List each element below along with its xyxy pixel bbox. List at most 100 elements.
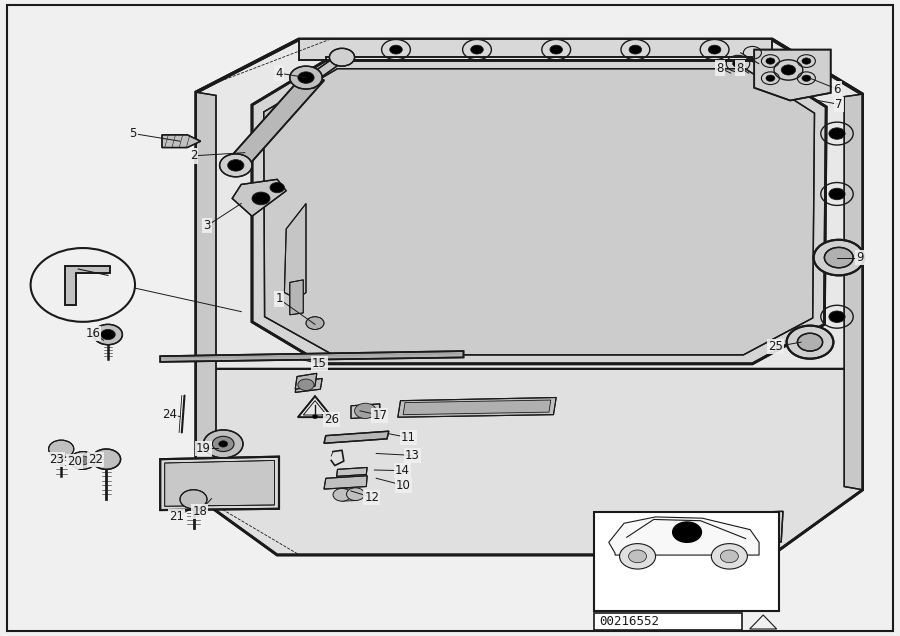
Circle shape: [629, 45, 642, 54]
Polygon shape: [337, 467, 367, 476]
Circle shape: [781, 65, 796, 75]
Circle shape: [306, 317, 324, 329]
Circle shape: [802, 58, 811, 64]
Bar: [229, 466, 239, 501]
Circle shape: [550, 45, 562, 54]
Circle shape: [720, 550, 738, 563]
Polygon shape: [232, 179, 286, 216]
Polygon shape: [608, 517, 759, 555]
Text: 18: 18: [193, 505, 207, 518]
Polygon shape: [162, 135, 201, 148]
Polygon shape: [290, 280, 303, 315]
Circle shape: [219, 441, 228, 447]
Text: 24: 24: [162, 408, 176, 420]
Polygon shape: [324, 476, 367, 489]
Text: 13: 13: [405, 449, 419, 462]
Text: 3: 3: [203, 219, 211, 232]
Circle shape: [802, 75, 811, 81]
Polygon shape: [160, 351, 464, 362]
Circle shape: [312, 415, 318, 418]
Text: 17: 17: [373, 409, 387, 422]
Text: 6: 6: [833, 83, 841, 95]
Circle shape: [333, 488, 351, 501]
Bar: [247, 466, 257, 501]
Polygon shape: [165, 460, 274, 506]
Polygon shape: [324, 431, 389, 443]
Text: 8: 8: [736, 62, 743, 74]
Polygon shape: [299, 39, 772, 60]
Polygon shape: [196, 39, 862, 555]
Text: 2: 2: [190, 149, 197, 162]
Polygon shape: [844, 94, 862, 490]
Polygon shape: [65, 266, 110, 305]
Bar: [193, 466, 203, 501]
Bar: [594, 613, 742, 630]
Bar: [175, 466, 185, 501]
Circle shape: [101, 329, 115, 340]
Circle shape: [829, 188, 845, 200]
Text: 8: 8: [716, 62, 724, 74]
Circle shape: [180, 490, 207, 509]
Polygon shape: [351, 404, 380, 418]
Circle shape: [94, 324, 122, 345]
Text: 19: 19: [196, 442, 211, 455]
Polygon shape: [754, 50, 831, 100]
Text: 11: 11: [401, 431, 416, 444]
Text: 9: 9: [857, 251, 864, 264]
Circle shape: [672, 522, 701, 543]
Text: 20: 20: [68, 455, 82, 468]
Text: 1: 1: [275, 293, 283, 305]
Bar: [594, 512, 778, 611]
Circle shape: [70, 452, 95, 469]
Circle shape: [92, 449, 121, 469]
Circle shape: [829, 128, 845, 139]
Circle shape: [228, 160, 244, 171]
Circle shape: [270, 183, 284, 193]
Text: 14: 14: [395, 464, 410, 477]
Circle shape: [252, 192, 270, 205]
Circle shape: [290, 66, 322, 89]
Circle shape: [733, 60, 743, 67]
Polygon shape: [284, 204, 306, 299]
Circle shape: [708, 45, 721, 54]
Polygon shape: [398, 398, 556, 417]
Text: 26: 26: [324, 413, 338, 426]
Polygon shape: [160, 457, 279, 510]
Polygon shape: [310, 55, 346, 78]
Text: 25: 25: [769, 340, 783, 353]
Circle shape: [829, 311, 845, 322]
Bar: [211, 466, 221, 501]
Text: 22: 22: [88, 453, 103, 466]
Circle shape: [355, 403, 376, 418]
Polygon shape: [707, 511, 783, 544]
Circle shape: [212, 436, 234, 452]
Ellipse shape: [351, 399, 380, 412]
Circle shape: [814, 240, 864, 275]
Text: 7: 7: [835, 98, 842, 111]
Circle shape: [471, 45, 483, 54]
Circle shape: [390, 45, 402, 54]
Polygon shape: [403, 400, 551, 415]
Polygon shape: [196, 92, 216, 496]
Polygon shape: [196, 369, 862, 555]
Text: 15: 15: [312, 357, 327, 370]
Text: 4: 4: [275, 67, 283, 80]
Polygon shape: [227, 73, 324, 169]
Polygon shape: [295, 373, 317, 389]
Circle shape: [766, 58, 775, 64]
Text: 10: 10: [396, 479, 410, 492]
Circle shape: [346, 488, 364, 501]
Text: 23: 23: [50, 453, 64, 466]
Circle shape: [619, 544, 655, 569]
Circle shape: [797, 333, 823, 351]
Circle shape: [628, 550, 646, 563]
Circle shape: [329, 48, 355, 66]
Text: 21: 21: [169, 510, 184, 523]
Text: 12: 12: [364, 491, 379, 504]
Circle shape: [298, 379, 314, 391]
Polygon shape: [252, 60, 826, 364]
Text: 5: 5: [130, 127, 137, 140]
Circle shape: [298, 72, 314, 83]
Circle shape: [76, 456, 89, 465]
Polygon shape: [298, 396, 332, 417]
